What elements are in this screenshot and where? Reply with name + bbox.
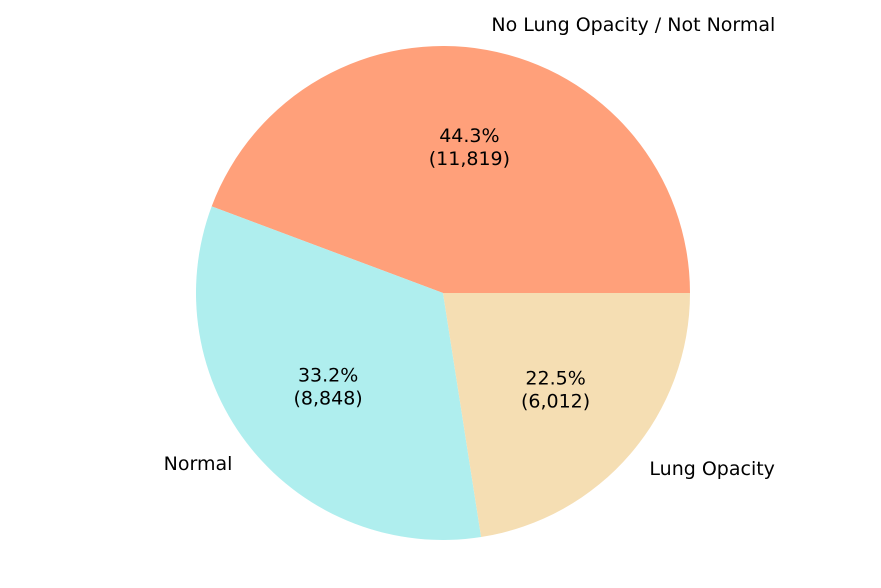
slice-percent-no-lung-opacity-not-normal: 44.3% — [439, 125, 499, 147]
slice-count-lung-opacity: (6,012) — [521, 390, 590, 412]
pie-slice-no-lung-opacity-not-normal — [211, 45, 691, 293]
pie-slice-normal — [195, 206, 482, 540]
pie-slice-lung-opacity — [443, 293, 690, 538]
slice-percent-normal: 33.2% — [298, 365, 358, 387]
slice-count-normal: (8,848) — [294, 388, 363, 410]
slice-percent-lung-opacity: 22.5% — [525, 367, 585, 389]
slice-value-label-lung-opacity: 22.5% (6,012) — [521, 367, 590, 412]
pie-labels: No Lung Opacity / Not Normal 44.3% (11,819… — [164, 14, 776, 480]
slice-label-no-lung-opacity-not-normal: No Lung Opacity / Not Normal — [491, 14, 775, 36]
slice-value-label-no-lung-opacity-not-normal: 44.3% (11,819) — [429, 125, 510, 170]
slice-value-label-normal: 33.2% (8,848) — [294, 365, 363, 410]
slice-count-no-lung-opacity-not-normal: (11,819) — [429, 148, 510, 170]
slice-label-lung-opacity: Lung Opacity — [649, 458, 775, 480]
pie-slices — [195, 45, 691, 540]
slice-label-normal: Normal — [164, 453, 233, 475]
